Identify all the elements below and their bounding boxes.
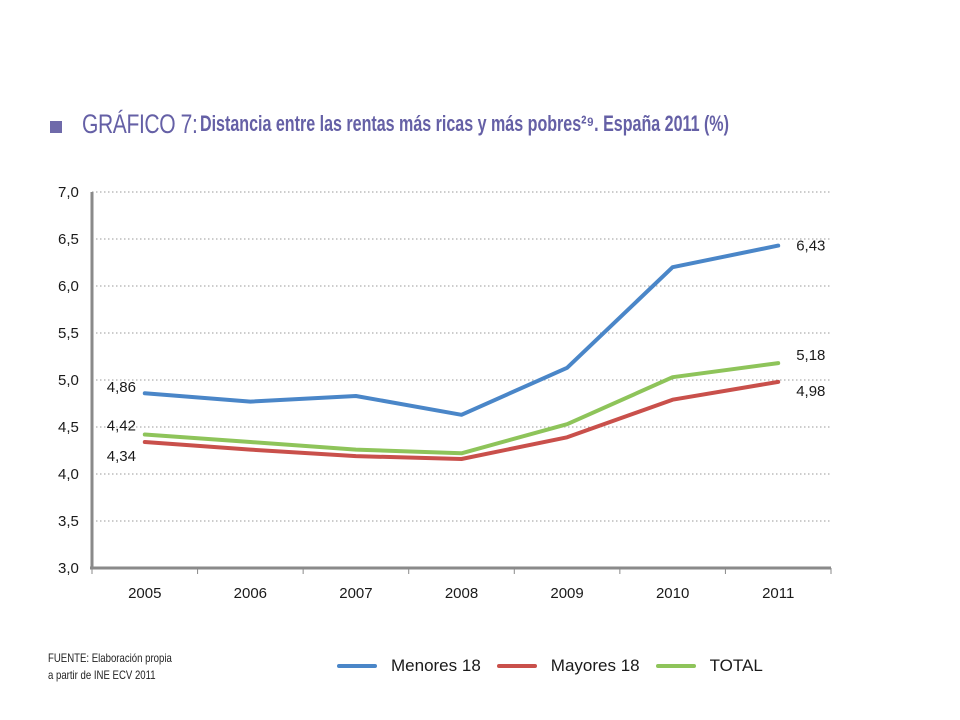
data-label: 4,86 bbox=[107, 379, 136, 396]
chart-title: GRÁFICO 7: Distancia entre las rentas má… bbox=[50, 106, 925, 142]
source-line-2: a partir de INE ECV 2011 bbox=[48, 668, 156, 682]
x-tick-label: 2006 bbox=[234, 585, 267, 602]
source-note: FUENTE: Elaboración propia a partir de I… bbox=[48, 650, 172, 684]
y-tick-label: 5,0 bbox=[58, 372, 79, 389]
x-tick-label: 2011 bbox=[762, 585, 794, 602]
x-tick-label: 2008 bbox=[445, 585, 478, 602]
x-tick-label: 2007 bbox=[339, 585, 372, 602]
legend-swatch bbox=[337, 664, 377, 668]
series-line-total bbox=[142, 361, 781, 456]
source-line-1: FUENTE: Elaboración propia bbox=[48, 651, 172, 665]
y-tick-label: 6,0 bbox=[58, 278, 79, 295]
x-tick-label: 2005 bbox=[128, 585, 161, 602]
y-tick-label: 7,0 bbox=[58, 184, 79, 201]
series-line-mayores-18 bbox=[142, 379, 781, 461]
legend-item: Menores 18 bbox=[337, 656, 481, 676]
data-label: 4,98 bbox=[796, 383, 825, 400]
legend-item: Mayores 18 bbox=[496, 656, 640, 676]
legend-label: Menores 18 bbox=[391, 656, 481, 675]
x-tick-label: 2009 bbox=[550, 585, 583, 602]
data-label: 6,43 bbox=[796, 238, 825, 255]
y-tick-label: 4,0 bbox=[58, 466, 79, 483]
y-tick-label: 6,5 bbox=[58, 231, 79, 248]
y-tick-label: 4,5 bbox=[58, 419, 79, 436]
series-line-menores-18 bbox=[142, 243, 781, 417]
chart-legend: Menores 18 Mayores 18 TOTAL bbox=[337, 656, 779, 676]
title-text: Distancia entre las rentas más ricas y m… bbox=[200, 111, 729, 136]
data-label: 5,18 bbox=[796, 347, 825, 364]
legend-item: TOTAL bbox=[655, 656, 763, 676]
legend-label: Mayores 18 bbox=[550, 656, 640, 675]
legend-swatch bbox=[496, 664, 537, 668]
y-tick-label: 3,0 bbox=[58, 560, 79, 577]
data-label: 4,34 bbox=[107, 448, 136, 465]
legend-label: TOTAL bbox=[709, 656, 763, 675]
x-tick-label: 2010 bbox=[656, 585, 689, 602]
y-tick-label: 5,5 bbox=[58, 325, 79, 342]
legend-swatch bbox=[655, 664, 696, 668]
y-tick-label: 3,5 bbox=[58, 513, 79, 530]
title-prefix-wrap: GRÁFICO 7: bbox=[82, 109, 200, 140]
data-label: 4,42 bbox=[107, 418, 136, 435]
title-prefix: GRÁFICO 7: bbox=[82, 108, 198, 139]
title-square-icon bbox=[50, 121, 62, 133]
